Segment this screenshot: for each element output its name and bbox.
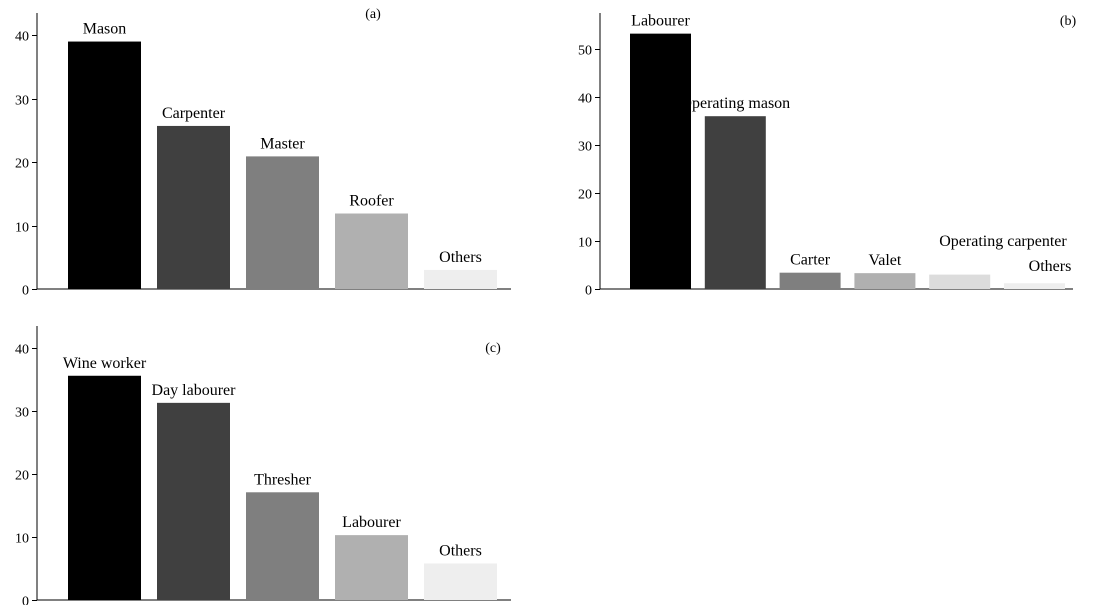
y-tick-label: 30 (15, 406, 29, 421)
bar-master (246, 156, 319, 289)
panel-c: 0 10 20 30 40 Wine worker Day labourer Thresher… (15, 326, 511, 605)
y-tick-label: 40 (15, 343, 29, 358)
y-tick-label: 30 (15, 94, 29, 109)
bar-label: Operating carpenter (939, 233, 1067, 250)
y-tick-label: 10 (15, 532, 29, 547)
bar-label: Others (1029, 258, 1072, 275)
y-tick-label: 40 (578, 92, 592, 107)
bar-label: Others (439, 542, 482, 559)
bar-carpenter (157, 125, 230, 289)
panel-label: (c) (485, 341, 501, 356)
y-tick-label: 10 (578, 236, 592, 251)
bar-carter (779, 272, 841, 289)
bar-labourer (630, 33, 691, 289)
panel-a: 0 10 20 30 40 Mason Carpenter Master Roofer Other… (15, 7, 511, 299)
bar-others (424, 563, 497, 600)
bar-label: Day labourer (152, 382, 237, 399)
bar-thresher (246, 492, 319, 600)
y-tick-label: 20 (15, 157, 29, 172)
bar-operating-carpenter (929, 274, 991, 289)
bar-label: Roofer (349, 192, 394, 209)
bar-label: Mason (83, 21, 127, 38)
panel-b: 0 10 20 30 40 50 Labourer Operating mason Carter… (578, 13, 1076, 299)
bar-label: Labourer (631, 13, 690, 30)
bar-wine-worker (68, 375, 141, 600)
bar-label: Wine worker (63, 355, 147, 372)
y-tick-label: 0 (22, 595, 29, 605)
y-tick-label: 20 (578, 188, 592, 203)
bar-roofer (335, 213, 408, 289)
bar-mason (68, 41, 141, 289)
y-tick-label: 50 (578, 44, 592, 59)
bar-others (1004, 283, 1065, 289)
bar-label: Master (260, 135, 305, 152)
bar-label: Others (439, 249, 482, 266)
panel-label: (a) (365, 7, 381, 22)
bar-label: Thresher (254, 471, 312, 488)
y-tick-label: 40 (15, 30, 29, 45)
bar-day-labourer (157, 402, 230, 600)
panel-label: (b) (1060, 14, 1077, 29)
bar-valet (854, 273, 916, 289)
bar-label: Labourer (342, 514, 401, 531)
y-tick-label: 0 (585, 284, 592, 299)
bar-operating-mason (704, 116, 766, 289)
bar-labourer (335, 535, 408, 600)
bar-others (424, 269, 497, 289)
y-tick-label: 20 (15, 469, 29, 484)
bar-label: Valet (868, 252, 901, 269)
bar-label: Carter (790, 252, 831, 269)
y-tick-label: 30 (578, 140, 592, 155)
y-tick-label: 10 (15, 221, 29, 236)
y-tick-label: 0 (22, 284, 29, 299)
bar-label: Carpenter (162, 105, 226, 122)
bar-label: Operating mason (680, 95, 790, 112)
